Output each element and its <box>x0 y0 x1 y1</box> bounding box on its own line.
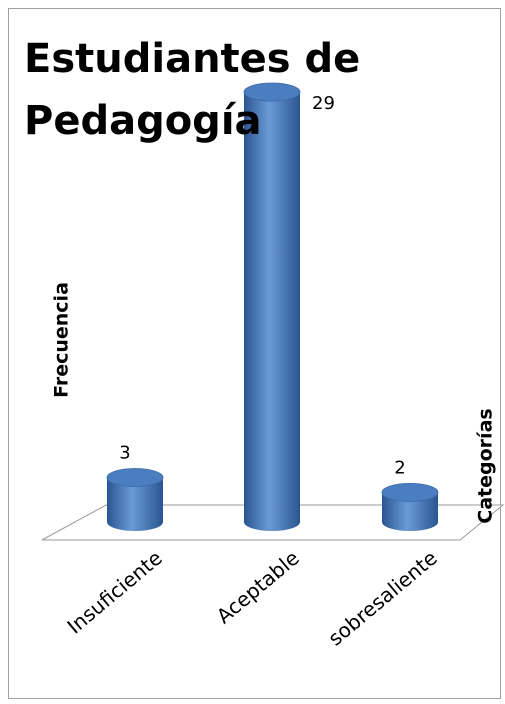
bar <box>243 82 301 531</box>
bar-top <box>243 82 301 102</box>
data-label: 29 <box>312 93 335 114</box>
x-tick-label: Insuficiente <box>62 546 166 639</box>
data-label: 2 <box>394 457 405 478</box>
bar-top <box>381 482 439 502</box>
x-tick-label: sobresaliente <box>323 546 441 651</box>
bar-body <box>382 492 438 531</box>
x-tick-label: Aceptable <box>212 546 304 629</box>
bar-top <box>106 468 164 487</box>
bar-body <box>244 92 300 531</box>
bar <box>381 482 439 531</box>
y-axis-label: Frecuencia <box>51 282 73 398</box>
bar-body <box>107 477 163 531</box>
chart-border <box>8 8 501 699</box>
bar <box>106 468 164 531</box>
data-label: 3 <box>119 443 130 464</box>
chart-title: Estudiantes de Pedagogía <box>24 36 361 144</box>
x-axis-label: Categorías <box>475 408 497 523</box>
